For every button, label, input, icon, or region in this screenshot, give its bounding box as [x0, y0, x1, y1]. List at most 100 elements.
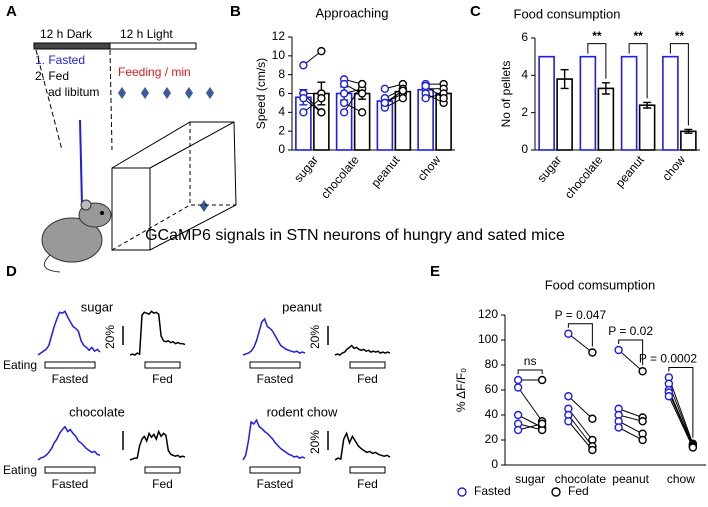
dark-bar [33, 42, 111, 50]
event-bar [144, 466, 181, 474]
annotation: P = 0.02 [608, 324, 653, 338]
point [588, 445, 597, 455]
event-bar [144, 361, 181, 369]
bar [556, 78, 573, 151]
panel-a: A 12 h Dark 12 h Light 1. Fasted 2. Fed … [6, 3, 237, 273]
trace-title: chocolate [69, 404, 125, 419]
y-tick-label: 0 [278, 142, 285, 156]
point [664, 392, 674, 401]
mouse [41, 119, 112, 273]
point [564, 392, 573, 401]
trace-title: sugar [81, 299, 114, 314]
trace [334, 431, 391, 461]
pair-line [517, 414, 543, 428]
point [588, 348, 597, 357]
panel-label: E [430, 263, 440, 280]
bracket [628, 43, 648, 99]
point [339, 79, 349, 89]
trace [37, 310, 101, 356]
y-tick-label: 6 [278, 86, 285, 100]
pair-line [517, 387, 543, 422]
x-tick-label: peanut [368, 152, 403, 190]
condition-label: Fasted [257, 477, 294, 491]
bracket [567, 323, 593, 347]
y-tick-label: 6 [521, 30, 528, 44]
trace [242, 418, 306, 461]
bar [597, 87, 615, 151]
chart-title: Approaching [316, 5, 389, 20]
bracket [618, 339, 644, 366]
point [588, 414, 597, 423]
y-axis-label: Speed (cm/s) [254, 58, 268, 129]
annotation: ** [592, 29, 602, 43]
x-tick-label: sugar [291, 153, 321, 185]
point [564, 417, 573, 426]
pair-line [668, 383, 694, 446]
bar [638, 104, 656, 151]
fed-label: 2. Fed [35, 69, 69, 83]
point [513, 383, 523, 392]
condition-label: Fed [357, 372, 378, 386]
trace-title: peanut [282, 299, 322, 314]
pair-line [668, 392, 694, 447]
panel-label: D [6, 263, 17, 280]
event-bar [349, 466, 386, 474]
y-tick-label: 2 [278, 123, 285, 137]
y-tick-label: 4 [278, 105, 285, 119]
point [421, 81, 430, 91]
x-tick-label: chocolate [318, 153, 362, 202]
bar [579, 55, 597, 151]
point [380, 98, 390, 108]
point [299, 94, 308, 103]
trace [129, 429, 186, 461]
x-tick-label: chocolate [555, 472, 607, 486]
x-tick-label: chocolate [562, 153, 606, 202]
y-tick-label: 4 [521, 68, 528, 82]
pair-line [618, 420, 643, 435]
point [638, 367, 647, 376]
point [299, 61, 308, 70]
pair-line [668, 396, 694, 448]
bracket [668, 367, 694, 438]
annotation: P = 0.0002 [639, 352, 697, 366]
bar [680, 130, 697, 151]
y-tick-label: 20 [485, 432, 499, 446]
point [339, 98, 349, 108]
y-axis-label: No of pellets [499, 61, 513, 128]
x-tick-label: chow [415, 153, 444, 184]
pair-line [618, 408, 643, 418]
tunnel [35, 49, 237, 251]
event-bar [44, 466, 96, 474]
trace-title: rodent chow [267, 404, 338, 419]
point [638, 435, 647, 445]
point [537, 375, 547, 385]
bracket [517, 369, 543, 374]
point [380, 84, 390, 93]
y-tick-label: 12 [272, 29, 286, 43]
bracket [669, 43, 689, 126]
point [614, 345, 623, 355]
panel-label: A [6, 3, 17, 20]
y-tick-label: 60 [485, 382, 499, 396]
event-bar [249, 361, 301, 369]
condition-label: Fed [152, 372, 173, 386]
bar [538, 55, 555, 151]
point [357, 79, 367, 89]
legend-marker [457, 487, 467, 497]
point [513, 425, 523, 435]
annotation: P = 0.047 [555, 308, 607, 322]
point [339, 89, 349, 98]
chart-title: Food comsumption [545, 277, 656, 292]
panel-label: B [230, 3, 241, 20]
condition-label: Fasted [257, 372, 294, 386]
scale-label: 20% [103, 325, 117, 349]
x-tick-label: chow [659, 153, 688, 184]
point [513, 410, 523, 420]
x-tick-label: sugar [534, 153, 564, 185]
pair-line [568, 395, 593, 420]
point [317, 46, 326, 56]
legend-marker [551, 487, 561, 497]
point [357, 89, 367, 98]
diamonds [118, 87, 214, 212]
y-axis-label: % ΔF/F₀ [454, 368, 468, 412]
